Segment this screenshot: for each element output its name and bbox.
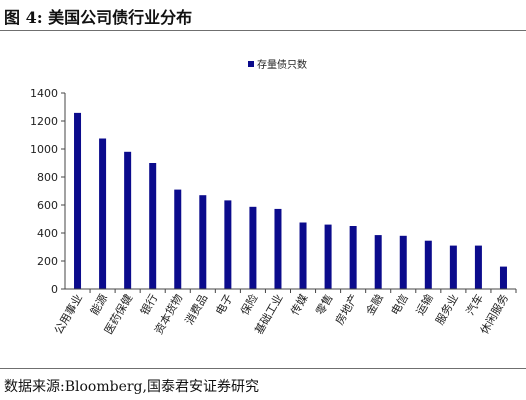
- bar: [99, 138, 107, 289]
- footer-divider: [0, 368, 526, 369]
- x-tick-label: 银行: [137, 292, 160, 318]
- x-tick-label: 电信: [389, 292, 411, 318]
- bar: [149, 163, 157, 289]
- x-tick-label: 服务业: [433, 292, 461, 327]
- x-tick-label: 传媒: [288, 292, 310, 318]
- bar: [249, 206, 257, 289]
- legend-label: 存量债只数: [257, 58, 307, 71]
- bar: [274, 208, 282, 289]
- bar: [299, 222, 307, 289]
- x-tick-label: 公用事业: [52, 292, 85, 337]
- x-tick-label: 保险: [237, 292, 260, 318]
- bar: [349, 226, 357, 289]
- y-tick-label: 400: [37, 227, 58, 240]
- y-tick-label: 600: [37, 199, 58, 212]
- bar: [399, 235, 407, 289]
- x-tick-label: 电子: [213, 292, 235, 318]
- x-tick-label: 能源: [87, 292, 110, 318]
- y-tick-label: 800: [37, 171, 58, 184]
- y-tick-label: 1400: [30, 87, 58, 100]
- x-tick-label: 金融: [363, 292, 386, 318]
- y-axis: 0 200 400 600 800 1000 1200 1400: [30, 87, 66, 296]
- bar: [424, 240, 432, 289]
- bar: [199, 195, 207, 289]
- figure-title-bar: 图 4: 美国公司债行业分布: [0, 0, 526, 31]
- legend-swatch: [248, 61, 254, 67]
- x-tick-label: 房地产: [332, 292, 361, 328]
- figure-title: 图 4: 美国公司债行业分布: [4, 8, 193, 27]
- bar: [224, 200, 232, 289]
- chart-legend: 存量债只数: [248, 58, 307, 71]
- x-tick-label: 汽车: [463, 292, 486, 318]
- bar: [449, 245, 457, 289]
- x-tick-label: 消费品: [182, 292, 211, 328]
- x-tick-label: 运输: [413, 292, 436, 318]
- source-note: 数据来源:Bloomberg,国泰君安证券研究: [4, 379, 259, 395]
- bar: [499, 266, 507, 289]
- bar: [474, 245, 482, 289]
- bar: [324, 224, 332, 289]
- y-tick-label: 0: [51, 283, 58, 296]
- bar-series: [74, 112, 507, 289]
- bar: [374, 235, 382, 289]
- bar: [74, 112, 82, 289]
- bar: [124, 151, 132, 289]
- y-tick-label: 1200: [30, 115, 58, 128]
- bar-chart: 存量债只数 0 200 400 600 800 1000 1200 1400 公用事业 能源医药…: [30, 58, 517, 337]
- y-tick-label: 200: [37, 255, 58, 268]
- x-tick-label: 零售: [313, 292, 336, 318]
- y-tick-label: 1000: [30, 143, 58, 156]
- bar: [174, 189, 182, 289]
